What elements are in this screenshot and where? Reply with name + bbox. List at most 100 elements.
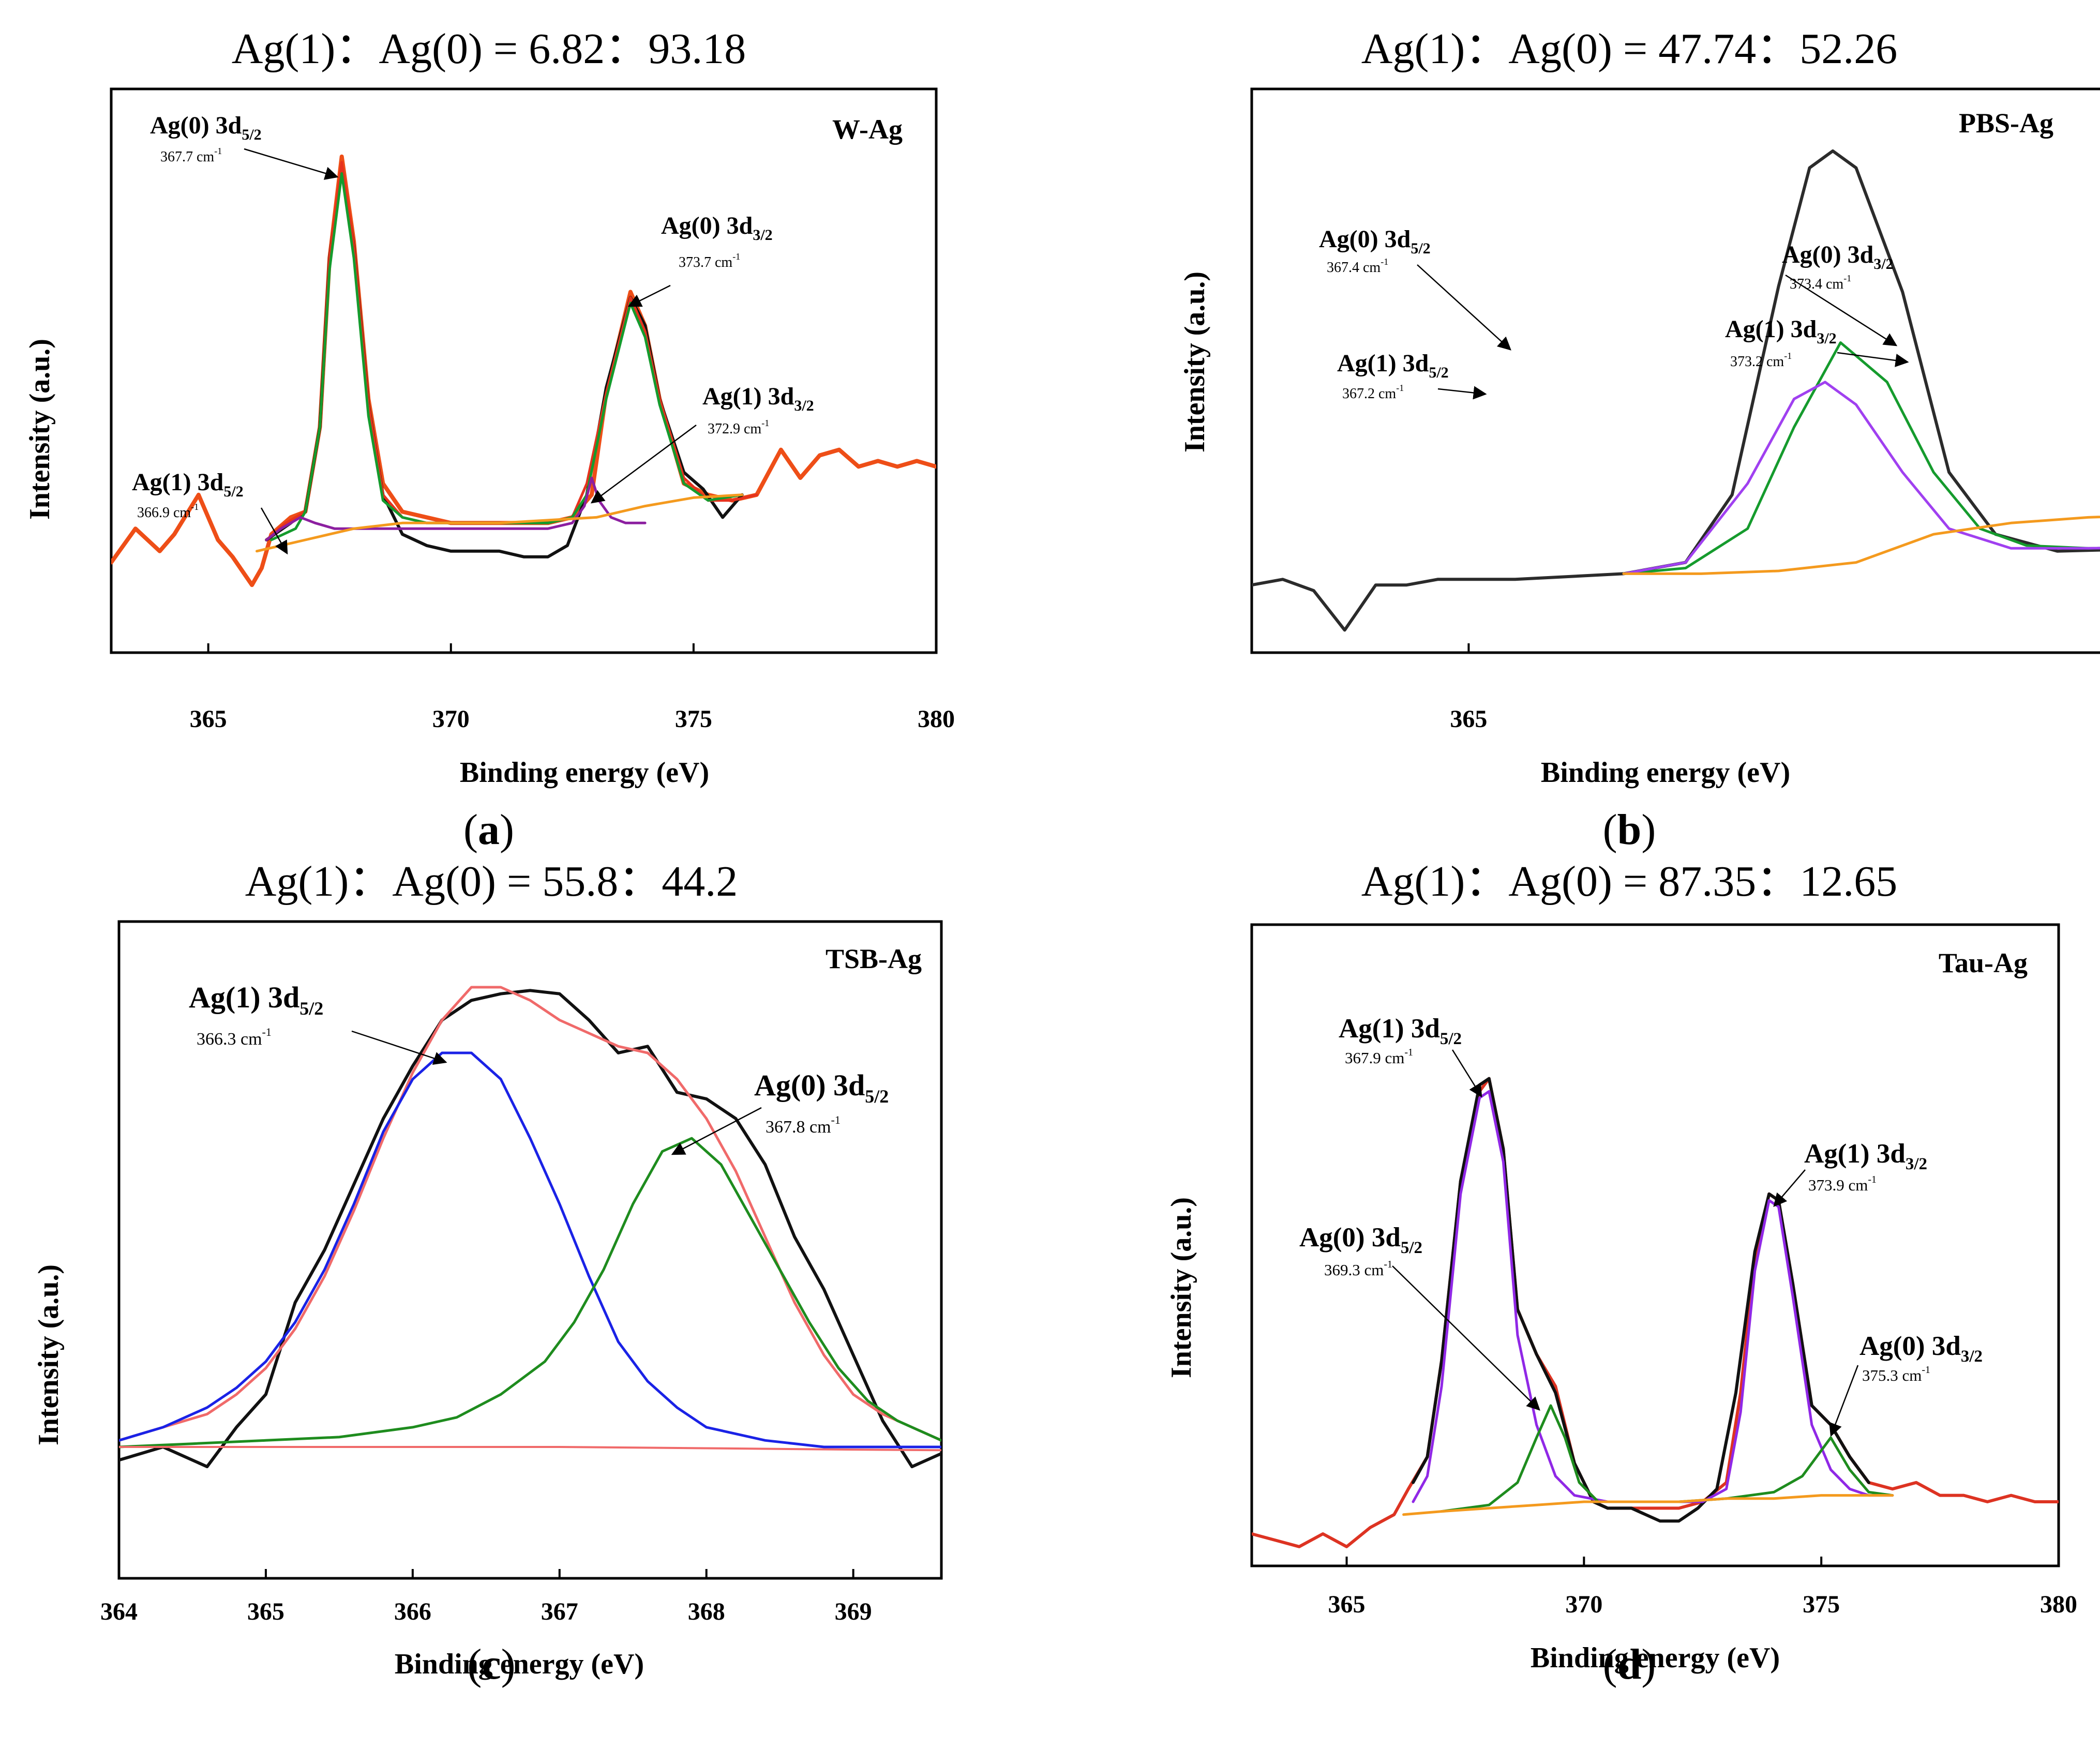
annotation-arrow <box>1451 1049 1482 1098</box>
peak-annotation: Ag(1) 3d5/2 367.2 cm-1 <box>1337 350 1487 402</box>
peak-name-subscript: 3/2 <box>1873 255 1893 273</box>
x-axis-label: Binding energy (eV) <box>395 1648 644 1680</box>
panel-caption: (c) <box>467 1640 515 1688</box>
peak-name-subscript: 5/2 <box>1401 1239 1422 1257</box>
caption-letter: c <box>482 1640 501 1688</box>
peak-name-main: Ag(1) 3d <box>132 469 224 496</box>
peak-position-superscript: -1 <box>191 502 199 512</box>
annotation-arrow <box>244 148 339 180</box>
annotation-arrow <box>590 424 697 504</box>
caption-letter: b <box>1617 806 1642 854</box>
annotation-arrow <box>1785 274 1898 346</box>
peak-name: Ag(1) 3d3/2 <box>1804 1139 1927 1173</box>
annotation-arrow <box>1773 1169 1806 1207</box>
peak-annotation: Ag(0) 3d5/2 369.3 cm-1 <box>1299 1223 1540 1411</box>
peak-name-subscript: 5/2 <box>299 998 323 1019</box>
chart-title: Ag(1)：Ag(0) = 6.82：93.18 <box>232 25 746 73</box>
peak-name-main: Ag(1) 3d <box>1337 350 1429 377</box>
series-line-measured <box>1412 1077 1870 1523</box>
peak-position: 367.8 cm-1 <box>766 1113 841 1137</box>
peak-name-subscript: 5/2 <box>242 126 261 143</box>
peak-name-subscript: 3/2 <box>753 227 772 244</box>
x-tick-label: 368 <box>688 1598 725 1625</box>
peak-position-value: 367.4 cm <box>1327 260 1381 276</box>
peak-position-value: 373.2 cm <box>1730 354 1784 370</box>
series-line-ag-1-component <box>265 476 647 541</box>
sample-label: PBS-Ag <box>1959 108 2053 139</box>
peak-name-subscript: 5/2 <box>223 483 243 500</box>
plot-frame <box>1250 923 2060 1567</box>
peak-position: 373.4 cm-1 <box>1790 273 1851 292</box>
series-group <box>1252 149 2100 632</box>
caption-close: ) <box>1641 1640 1656 1688</box>
peak-position-superscript: -1 <box>214 146 222 156</box>
chart-panel-a: Ag(1)：Ag(0) = 6.82：93.18 365 370 375 380 W-Ag… <box>24 25 955 854</box>
peak-position-superscript: -1 <box>732 251 740 262</box>
x-tick-label: 380 <box>918 705 955 733</box>
peak-name-main: Ag(1) 3d <box>1339 1014 1440 1044</box>
peak-name-main: Ag(1) 3d <box>702 383 794 410</box>
peak-name: Ag(1) 3d5/2 <box>132 469 244 500</box>
series-line-measured <box>119 989 941 1469</box>
peak-position-superscript: -1 <box>761 418 769 428</box>
plot-frame <box>1250 87 2100 654</box>
peak-name-main: Ag(0) 3d <box>1319 225 1411 253</box>
plot-frame <box>110 87 938 654</box>
peak-annotation: Ag(1) 3d5/2 366.9 cm-1 <box>132 469 288 555</box>
y-axis-label: Intensity (a.u.) <box>1179 271 1211 452</box>
caption-close: ) <box>500 806 514 854</box>
caption-open: ( <box>1603 806 1617 854</box>
y-axis-label: Intensity (a.u.) <box>24 339 56 520</box>
peak-name: Ag(0) 3d5/2 <box>754 1068 889 1107</box>
peak-position: 367.2 cm-1 <box>1342 383 1404 402</box>
peak-name-main: Ag(0) 3d <box>754 1068 865 1102</box>
peak-position: 373.7 cm-1 <box>679 251 740 270</box>
peak-position-value: 366.9 cm <box>137 505 191 521</box>
x-tick-label: 370 <box>1565 1591 1602 1618</box>
peak-position-value: 373.7 cm <box>679 254 732 270</box>
annotation-arrow <box>1829 1365 1859 1437</box>
peak-name: Ag(0) 3d5/2 <box>1319 225 1431 257</box>
peak-name-main: Ag(0) 3d <box>150 112 242 139</box>
series-group <box>119 986 941 1469</box>
peak-name: Ag(0) 3d3/2 <box>661 212 773 244</box>
x-tick-label: 365 <box>1450 705 1487 733</box>
chart-title: Ag(1)：Ag(0) = 87.35：12.65 <box>1361 857 1898 906</box>
peak-position-superscript: -1 <box>1922 1364 1930 1376</box>
peak-position-value: 373.4 cm <box>1790 276 1843 292</box>
sample-label: W-Ag <box>832 114 903 145</box>
peak-position: 366.9 cm-1 <box>137 502 199 521</box>
peak-position: 373.9 cm-1 <box>1808 1174 1877 1194</box>
series-line-ag-1-component <box>119 1051 941 1449</box>
caption-close: ) <box>501 1640 516 1688</box>
peak-name-main: Ag(0) 3d <box>1299 1223 1401 1253</box>
peak-name: Ag(0) 3d3/2 <box>1859 1331 1983 1366</box>
peak-position-superscript: -1 <box>831 1113 841 1126</box>
peak-position: 369.3 cm-1 <box>1324 1259 1392 1279</box>
series-group <box>1252 1077 2059 1548</box>
series-line-background <box>1622 516 2100 575</box>
annotation-arrow <box>351 1030 447 1065</box>
peak-name-subscript: 5/2 <box>1440 1030 1462 1048</box>
peak-annotation: Ag(0) 3d5/2 367.7 cm-1 <box>150 112 339 180</box>
peak-position: 367.9 cm-1 <box>1345 1047 1413 1067</box>
peak-name-subscript: 5/2 <box>1411 240 1430 257</box>
peak-annotation: Ag(1) 3d3/2 373.2 cm-1 <box>1725 315 1909 370</box>
series-group <box>111 154 936 587</box>
peak-position-superscript: -1 <box>1868 1174 1877 1185</box>
peak-position-superscript: -1 <box>1404 1047 1413 1058</box>
peak-name: Ag(1) 3d3/2 <box>1725 315 1837 347</box>
x-tick-label: 365 <box>1328 1591 1366 1618</box>
peak-position-superscript: -1 <box>262 1025 272 1038</box>
x-tick-label: 369 <box>835 1598 872 1625</box>
peak-position-value: 373.9 cm <box>1808 1176 1868 1194</box>
annotation-arrow <box>1417 264 1511 351</box>
peak-name: Ag(1) 3d5/2 <box>1339 1014 1462 1048</box>
peak-annotation: Ag(0) 3d3/2 373.7 cm-1 <box>627 212 773 307</box>
annotation-arrow <box>627 284 671 307</box>
peak-position-value: 375.3 cm <box>1862 1366 1922 1384</box>
